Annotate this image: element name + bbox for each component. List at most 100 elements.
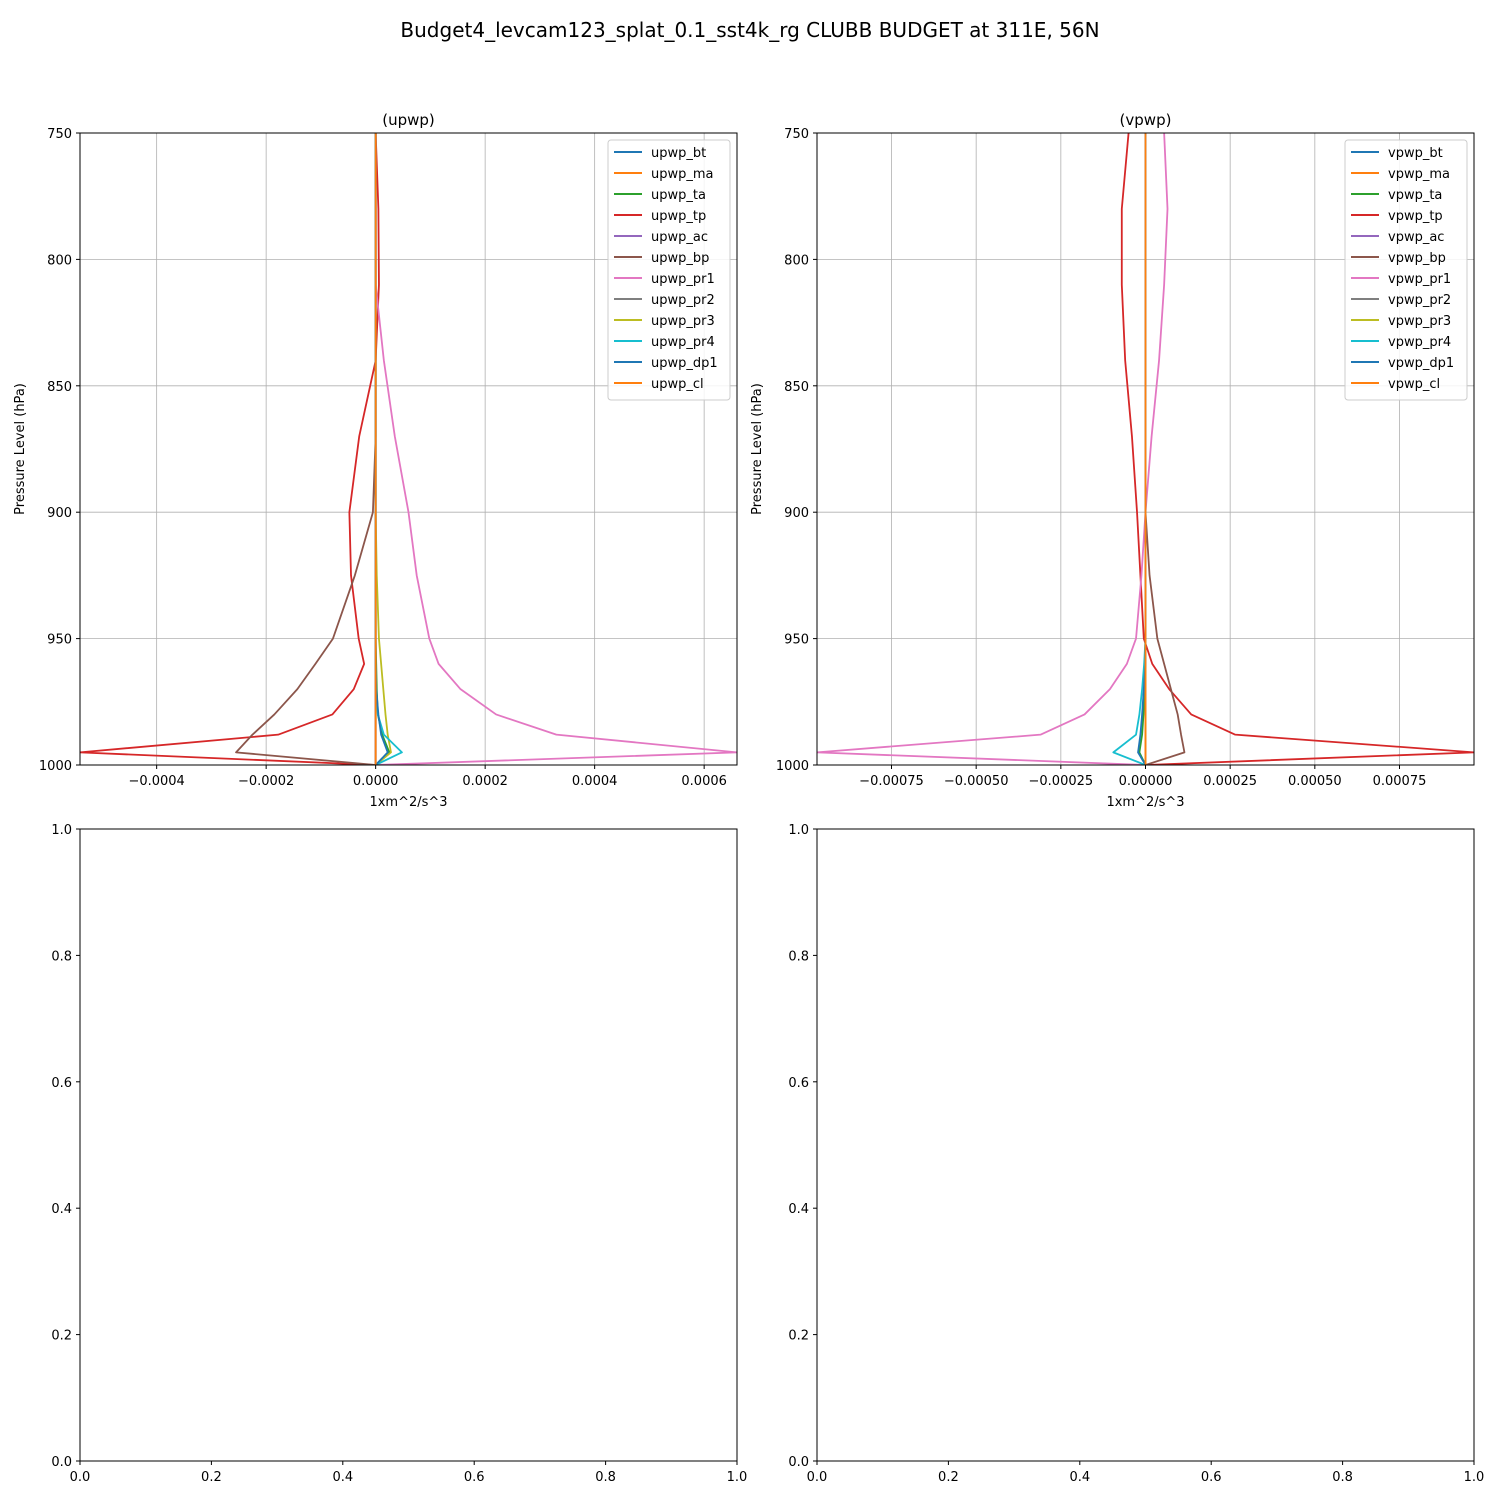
x-axis-label: 1xm^2/s^3 xyxy=(1106,795,1184,810)
x-tick-label: 0.0000 xyxy=(353,774,399,789)
y-tick-label: 900 xyxy=(47,506,72,521)
x-tick-label: 0.0 xyxy=(807,1470,828,1485)
chart-panel-3: 0.0 0.2 0.4 0.6 0.8 1.0 0.0 0.2 0.4 0.6 0.8 1.0 xyxy=(51,823,747,1485)
y-tick-label: 0.2 xyxy=(788,1329,809,1344)
x-tick-label: 0.4 xyxy=(1069,1470,1090,1485)
x-axis-label: 1xm^2/s^3 xyxy=(369,795,447,810)
series-line-upwp_tp xyxy=(80,133,380,765)
y-tick-label: 0.4 xyxy=(788,1202,809,1217)
x-tick-label: 0.0004 xyxy=(572,774,618,789)
series-line-upwp_bp xyxy=(235,133,377,765)
legend-entry: vpwp_pr3 xyxy=(1388,314,1451,329)
y-tick-label: 950 xyxy=(47,633,72,648)
legend-entry: vpwp_pr2 xyxy=(1388,293,1451,308)
y-axis-label: Pressure Level (hPa) xyxy=(750,383,765,515)
y-axis-label: Pressure Level (hPa) xyxy=(13,383,28,515)
legend-entry: upwp_pr2 xyxy=(651,293,715,308)
legend-entry: vpwp_bp xyxy=(1388,251,1446,266)
x-tick-label: 0.2 xyxy=(938,1470,959,1485)
y-tick-label: 0.4 xyxy=(51,1202,72,1217)
y-tick-label: 0.8 xyxy=(51,949,72,964)
x-tick-label: 0.00025 xyxy=(1203,774,1257,789)
x-tick-label: 0.00000 xyxy=(1119,774,1173,789)
panel-title: (upwp) xyxy=(382,111,435,129)
y-tick-label: 0.0 xyxy=(51,1455,72,1470)
x-tick-label: −0.00025 xyxy=(1029,774,1094,789)
x-tick-label: −0.0002 xyxy=(238,774,294,789)
y-tick-label: 0.0 xyxy=(788,1455,809,1470)
legend-entry: upwp_ma xyxy=(651,167,714,182)
series-line-vpwp_dp1 xyxy=(1137,133,1147,765)
legend-entry: vpwp_bt xyxy=(1388,146,1443,161)
x-tick-label: 0.0 xyxy=(70,1470,91,1485)
legend-entry: vpwp_pr1 xyxy=(1388,272,1451,287)
figure-title: Budget4_levcam123_splat_0.1_sst4k_rg CLU… xyxy=(400,18,1099,42)
x-tick-label: 0.0006 xyxy=(681,774,727,789)
series-group xyxy=(817,133,1474,765)
x-tick-label: 0.4 xyxy=(332,1470,353,1485)
legend-entry: vpwp_ta xyxy=(1388,188,1442,203)
series-line-vpwp_tp xyxy=(1120,133,1474,765)
axes-frame xyxy=(816,828,1475,1462)
legend-box xyxy=(1344,139,1468,401)
legend-entry: vpwp_dp1 xyxy=(1388,356,1454,371)
series-group xyxy=(80,133,737,765)
legend-entry: vpwp_ac xyxy=(1388,230,1444,245)
x-tick-label: 0.8 xyxy=(1332,1470,1353,1485)
x-tick-label: −0.00050 xyxy=(944,774,1009,789)
legend-entry: vpwp_pr4 xyxy=(1388,335,1451,350)
y-tick-label: 750 xyxy=(784,127,809,142)
y-tick-label: 800 xyxy=(47,253,72,268)
legend: vpwp_bt vpwp_ma vpwp_ta vpwp_tp vpwp_ac vpwp_… xyxy=(1344,139,1468,401)
legend: upwp_bt upwp_ma upwp_ta upwp_tp upwp_ac upwp_… xyxy=(607,139,731,401)
chart-panel-1: −0.0004 −0.0002 0.0000 0.0002 0.0004 0.0006 75… xyxy=(13,111,738,810)
x-tick-label: 0.6 xyxy=(464,1470,485,1485)
series-line-vpwp_pr4 xyxy=(1112,133,1147,765)
legend-entry: upwp_dp1 xyxy=(651,356,718,371)
legend-entry: upwp_cl xyxy=(651,377,704,392)
y-tick-label: 950 xyxy=(784,633,809,648)
legend-entry: upwp_bt xyxy=(651,146,706,161)
legend-box xyxy=(607,139,731,401)
y-tick-label: 0.6 xyxy=(788,1076,809,1091)
legend-entry: upwp_tp xyxy=(651,209,706,224)
y-tick-label: 1000 xyxy=(776,759,809,774)
legend-entry: vpwp_tp xyxy=(1388,209,1443,224)
legend-entry: upwp_bp xyxy=(651,251,709,266)
y-tick-label: 850 xyxy=(47,380,72,395)
y-tick-label: 900 xyxy=(784,506,809,521)
x-tick-label: 1.0 xyxy=(1464,1470,1485,1485)
y-tick-label: 850 xyxy=(784,380,809,395)
legend-entry: upwp_pr1 xyxy=(651,272,715,287)
x-tick-label: 0.00075 xyxy=(1373,774,1427,789)
x-tick-label: 1.0 xyxy=(727,1470,748,1485)
x-tick-label: 0.8 xyxy=(595,1470,616,1485)
legend-entry: upwp_ac xyxy=(651,230,708,245)
axes-frame xyxy=(79,132,738,766)
legend-entry: upwp_pr3 xyxy=(651,314,715,329)
y-tick-label: 800 xyxy=(784,253,809,268)
axes-frame xyxy=(79,828,738,1462)
y-tick-label: 750 xyxy=(47,127,72,142)
chart-panel-4: 0.0 0.2 0.4 0.6 0.8 1.0 0.0 0.2 0.4 0.6 0.8 1.0 xyxy=(788,823,1484,1485)
y-tick-label: 0.8 xyxy=(788,949,809,964)
chart-panel-2: −0.00075 −0.00050 −0.00025 0.00000 0.00025 0.… xyxy=(750,111,1475,810)
x-tick-label: 0.0002 xyxy=(462,774,508,789)
x-tick-label: −0.0004 xyxy=(128,774,184,789)
panels: −0.0004 −0.0002 0.0000 0.0002 0.0004 0.0006 75… xyxy=(13,111,1484,1485)
series-line-vpwp_pr1 xyxy=(817,133,1169,765)
y-tick-label: 0.6 xyxy=(51,1076,72,1091)
legend-entry: upwp_pr4 xyxy=(651,335,715,350)
y-tick-label: 1.0 xyxy=(788,823,809,838)
y-tick-label: 1.0 xyxy=(51,823,72,838)
series-line-upwp_pr1 xyxy=(374,133,737,765)
x-tick-label: 0.2 xyxy=(201,1470,222,1485)
y-tick-label: 0.2 xyxy=(51,1329,72,1344)
x-tick-label: 0.6 xyxy=(1201,1470,1222,1485)
panel-title: (vpwp) xyxy=(1120,111,1172,129)
y-tick-label: 1000 xyxy=(39,759,72,774)
legend-entry: upwp_ta xyxy=(651,188,706,203)
legend-entry: vpwp_ma xyxy=(1388,167,1450,182)
x-tick-label: 0.00050 xyxy=(1288,774,1342,789)
